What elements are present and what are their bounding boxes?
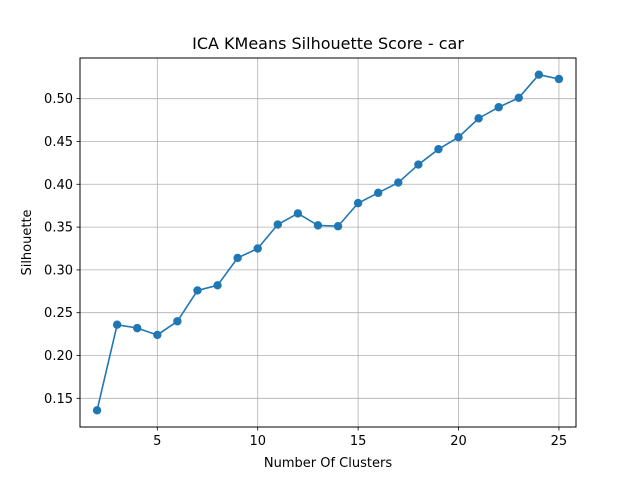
data-point [193, 286, 202, 295]
data-point [153, 330, 162, 340]
y-tick-label: 0.15 [44, 392, 73, 407]
x-axis-label: Number Of Clusters [264, 456, 392, 471]
data-point [173, 317, 182, 326]
data-point [293, 209, 303, 218]
grid [80, 58, 576, 427]
y-tick-label: 0.20 [44, 349, 73, 364]
data-point [253, 244, 262, 253]
data-point [474, 114, 483, 123]
data-point [353, 198, 363, 208]
data-point [514, 93, 523, 103]
data-point [112, 320, 122, 329]
y-axis-label: Silhouette [20, 209, 35, 275]
series-layer [92, 70, 564, 415]
data-point [313, 221, 323, 230]
x-tick-label: 10 [249, 434, 266, 449]
data-point [333, 222, 343, 231]
data-point [273, 220, 282, 229]
y-tick-label: 0.25 [44, 306, 73, 321]
x-tick-label: 25 [551, 434, 568, 449]
data-point [133, 323, 142, 333]
ticks: 5 10 15 20 25 0.15 0.20 0.25 0.30 0.35 0.40 0.45 0.5… [44, 92, 567, 449]
data-point [434, 144, 443, 154]
data-point [233, 253, 242, 263]
data-point [92, 406, 102, 415]
y-tick-label: 0.40 [44, 178, 73, 193]
plot-frame [79, 57, 577, 428]
x-tick-label: 5 [153, 434, 161, 449]
y-tick-label: 0.45 [44, 135, 73, 150]
data-point [374, 188, 383, 198]
data-point [213, 281, 222, 290]
y-tick-label: 0.30 [44, 263, 73, 278]
chart-title: ICA KMeans Silhouette Score - car [192, 34, 464, 53]
x-tick-label: 20 [450, 434, 467, 449]
data-point [554, 74, 564, 84]
x-tick-label: 15 [350, 434, 367, 449]
data-point [454, 132, 463, 142]
data-point [494, 103, 503, 112]
y-tick-label: 0.35 [44, 221, 73, 236]
data-point [394, 178, 403, 187]
data-point [414, 160, 423, 169]
y-tick-label: 0.50 [44, 92, 73, 107]
data-point [534, 70, 544, 79]
